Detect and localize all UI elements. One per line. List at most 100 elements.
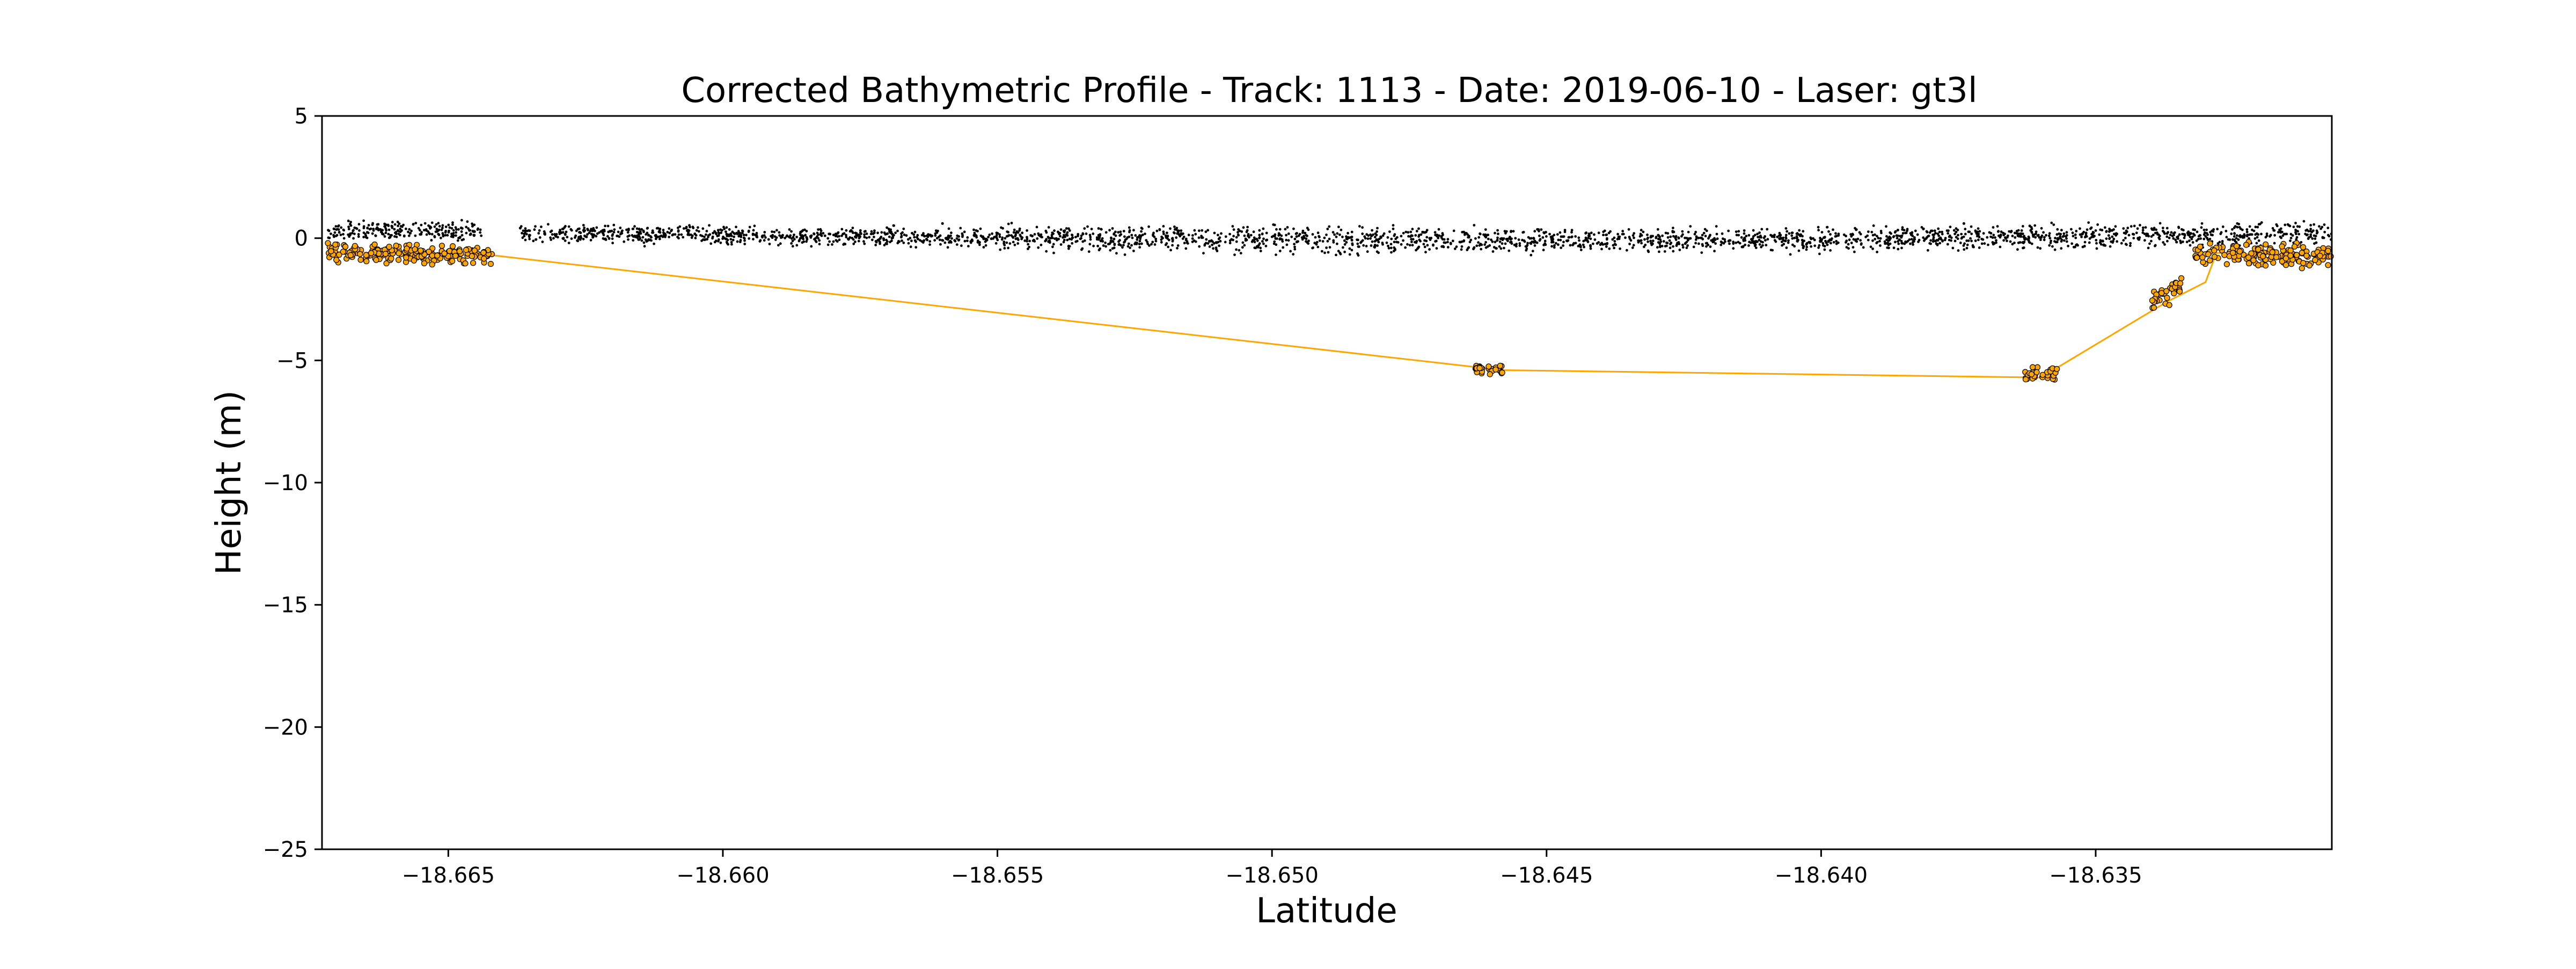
surface-photon	[1966, 243, 1969, 246]
surface-photon	[2182, 241, 2184, 243]
surface-photon	[1279, 237, 1282, 240]
surface-photon	[612, 223, 616, 227]
bathymetry-point	[470, 260, 477, 266]
surface-photon	[1045, 250, 1048, 253]
surface-photon	[1063, 238, 1066, 242]
surface-photon	[1351, 242, 1354, 245]
surface-photon	[1933, 229, 1936, 232]
surface-photon	[409, 232, 412, 235]
surface-photon	[1765, 244, 1768, 246]
surface-photon	[1526, 242, 1529, 245]
surface-photon	[1446, 238, 1450, 241]
surface-photon	[1370, 235, 1373, 238]
surface-photon	[1345, 241, 1348, 244]
bathymetry-point	[2197, 243, 2204, 250]
bathymetry-point	[1492, 366, 1499, 373]
surface-photon	[1668, 239, 1671, 242]
surface-photon	[2053, 240, 2056, 243]
surface-photon	[695, 229, 698, 232]
surface-photon	[1115, 252, 1118, 255]
surface-photon	[1193, 229, 1196, 232]
surface-photon	[1235, 236, 1238, 239]
surface-photon	[1333, 233, 1336, 236]
surface-photon	[447, 223, 450, 227]
surface-photon	[448, 226, 451, 229]
surface-photon	[2295, 238, 2298, 241]
surface-photon	[1083, 239, 1086, 242]
surface-photon	[558, 230, 561, 234]
surface-photon	[1063, 234, 1065, 237]
surface-photon	[1512, 230, 1515, 233]
surface-photon	[1832, 241, 1835, 244]
bathymetry-point	[2250, 257, 2257, 264]
surface-photon	[1556, 233, 1559, 236]
surface-photon	[1276, 237, 1278, 240]
surface-photon	[1099, 233, 1102, 236]
bathymetry-point	[2054, 366, 2060, 372]
surface-photon	[399, 228, 401, 230]
surface-photon	[1111, 227, 1114, 230]
bathymetry-point	[2303, 252, 2310, 259]
surface-photon	[1452, 229, 1455, 232]
surface-photon	[845, 234, 847, 237]
surface-photon	[1089, 236, 1092, 238]
surface-photon	[1681, 230, 1684, 233]
surface-photon	[1071, 234, 1073, 236]
bathymetry-point	[481, 256, 487, 262]
surface-photon	[1847, 247, 1850, 250]
surface-photon	[1262, 237, 1265, 241]
surface-photon	[1967, 239, 1970, 242]
surface-photon	[1605, 243, 1608, 245]
surface-photon	[1357, 245, 1360, 248]
surface-photon	[1836, 241, 1840, 244]
surface-photon	[1928, 242, 1931, 245]
surface-photon	[1380, 236, 1382, 239]
surface-photon	[1660, 245, 1664, 247]
surface-photon	[472, 230, 475, 233]
bathymetry-point	[403, 254, 409, 261]
surface-photon	[1062, 241, 1065, 244]
surface-photon	[943, 241, 947, 244]
surface-photon	[2056, 228, 2059, 231]
surface-photon	[1960, 236, 1964, 239]
surface-photon	[1494, 231, 1496, 235]
surface-photon	[2178, 233, 2181, 236]
surface-photon	[376, 223, 379, 226]
surface-photon	[728, 228, 731, 231]
surface-photon	[576, 239, 579, 242]
surface-photon	[446, 234, 449, 237]
surface-photon	[1553, 234, 1556, 237]
surface-photon	[1870, 230, 1874, 234]
surface-photon	[1255, 237, 1258, 241]
surface-photon	[1824, 236, 1826, 238]
surface-photon	[1153, 235, 1156, 238]
surface-photon	[2183, 236, 2186, 239]
surface-photon	[1559, 238, 1562, 242]
surface-photon	[1331, 231, 1335, 234]
surface-photon	[1382, 232, 1386, 235]
surface-photon	[1376, 227, 1379, 230]
surface-photon	[2017, 241, 2020, 244]
surface-photon	[1655, 236, 1658, 239]
surface-photon	[462, 238, 465, 241]
surface-photon	[2231, 228, 2234, 231]
surface-photon	[961, 232, 964, 235]
surface-photon	[677, 233, 680, 236]
surface-photon	[1864, 236, 1868, 238]
surface-photon	[1553, 246, 1556, 249]
surface-photon	[1366, 250, 1369, 253]
surface-photon	[2312, 223, 2316, 226]
surface-photon	[1728, 242, 1731, 245]
surface-photon	[1219, 239, 1222, 243]
surface-photon	[2143, 232, 2146, 235]
bathymetry-point	[449, 243, 456, 250]
surface-photon	[1371, 240, 1374, 243]
surface-photon	[2328, 235, 2331, 238]
surface-photon	[1590, 231, 1593, 235]
surface-photon	[1404, 246, 1407, 249]
surface-photon	[1600, 242, 1604, 245]
surface-photon	[582, 224, 585, 227]
surface-photon	[1903, 242, 1906, 245]
surface-photon	[2088, 237, 2091, 240]
surface-photon	[840, 228, 844, 231]
